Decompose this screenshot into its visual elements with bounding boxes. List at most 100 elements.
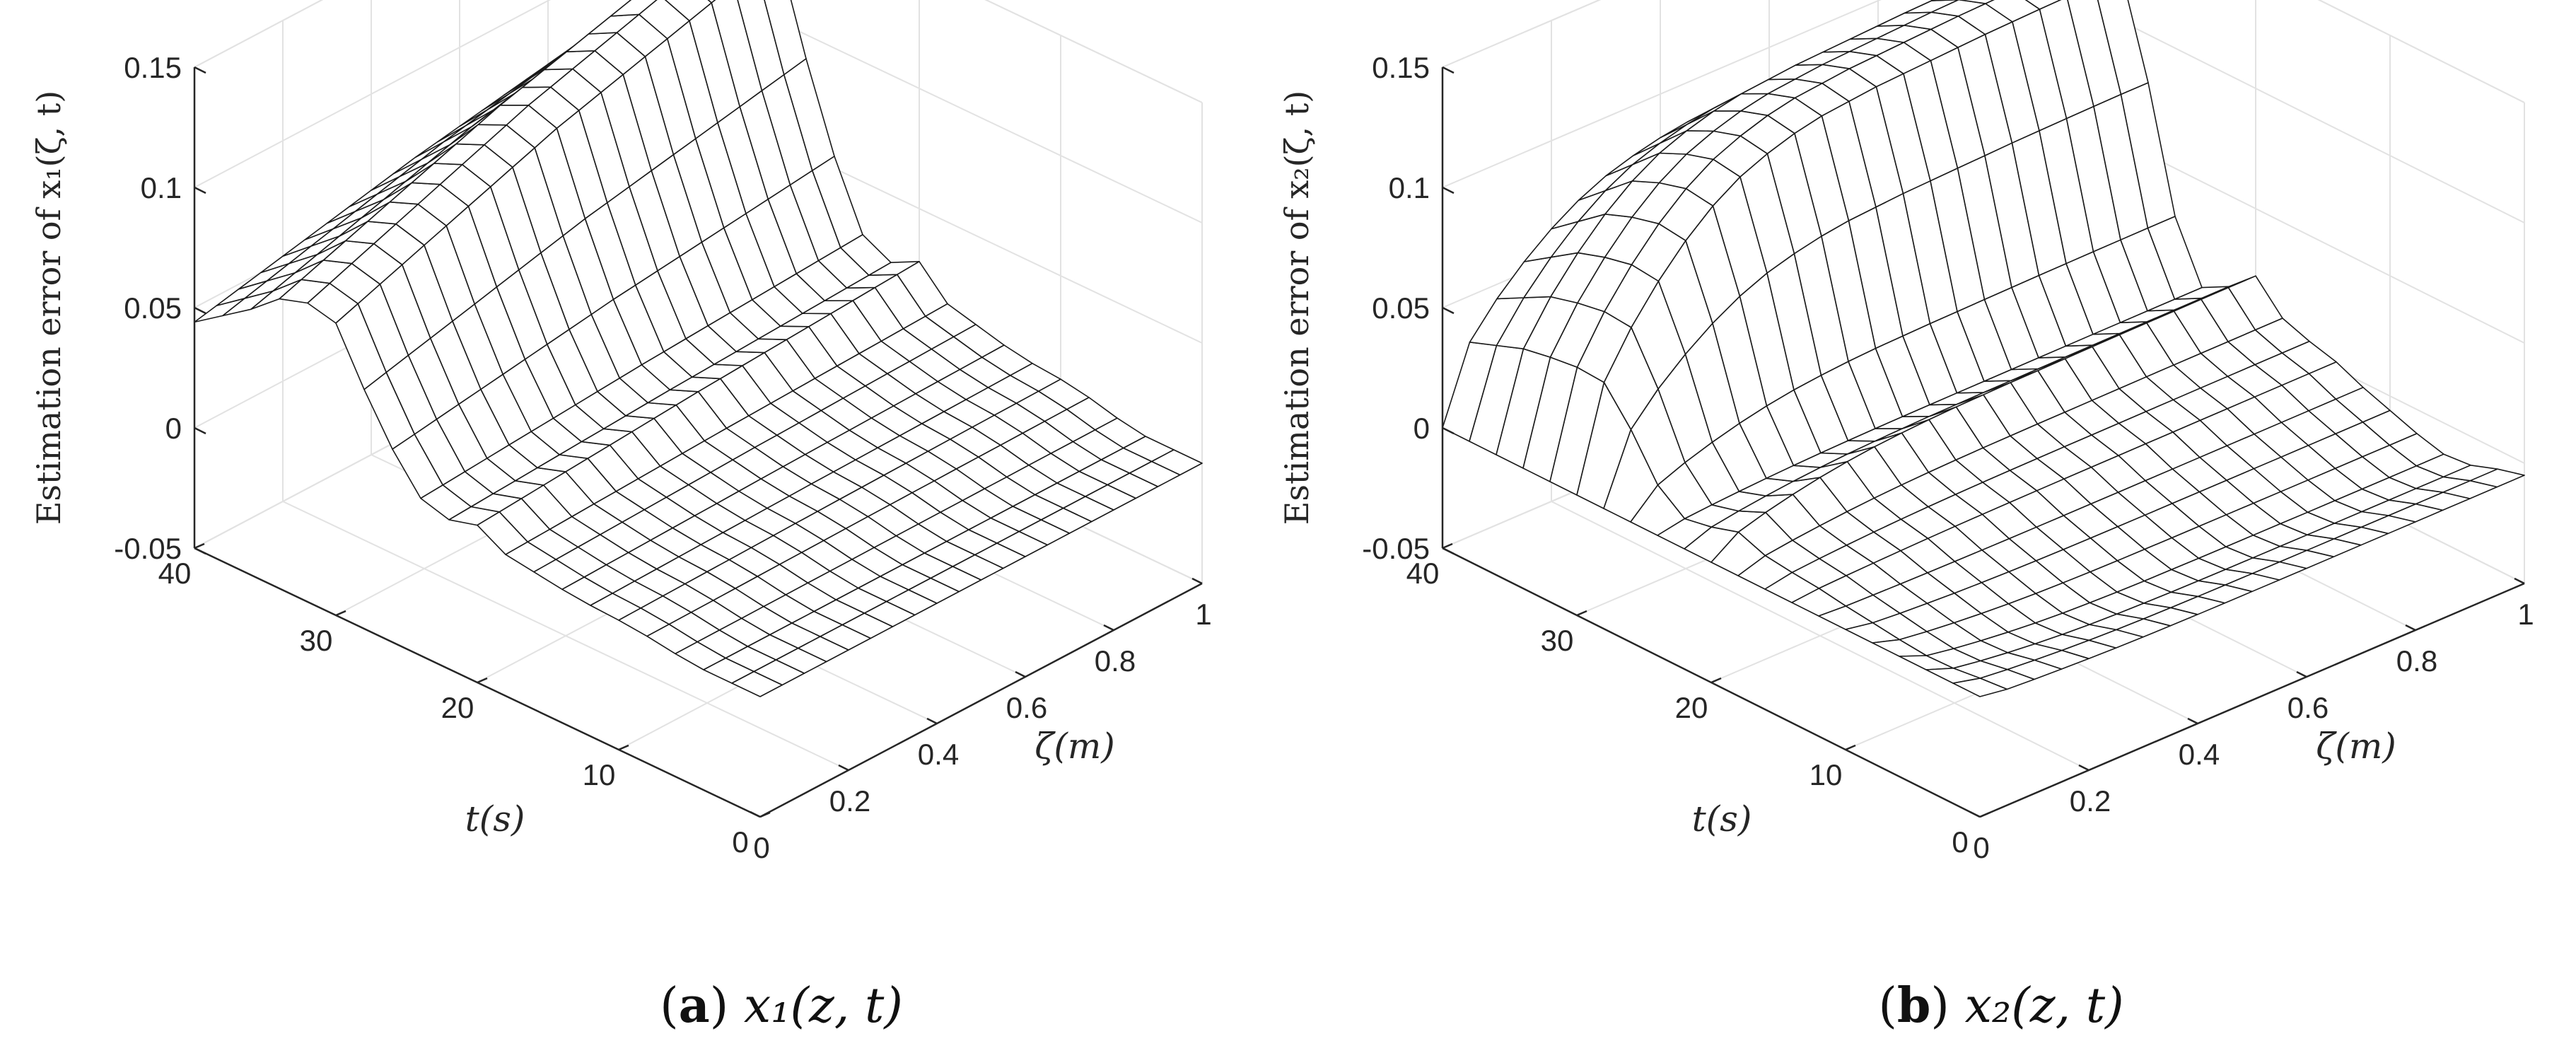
caption-a-tag: a [679, 977, 710, 1034]
y-tick-label: 20 [441, 691, 474, 724]
z-tick-label: 0.1 [1389, 171, 1430, 204]
z-tick-label: -0.05 [114, 532, 182, 565]
surface-plot-b: 00.20.40.60.81010203040-0.0500.050.10.15… [1278, 0, 2534, 864]
y-tick-mark [618, 744, 629, 751]
y-tick-mark [477, 677, 488, 684]
x-axis-label: ζ(m) [2316, 726, 2396, 767]
z-ticks: -0.05 0 0.05 0.1 0.15 [1362, 51, 1455, 565]
gridline [194, 0, 552, 188]
x-tick-mark [2296, 670, 2307, 678]
y-tick-mark [335, 610, 346, 617]
y-tick-mark [1710, 677, 1722, 684]
x-tick-label: 0 [753, 831, 769, 864]
x-tick-mark [2514, 577, 2525, 585]
caption-b-tag: b [1897, 977, 1931, 1034]
y-axis-label: t(s) [1692, 798, 1752, 839]
x-tick-label: 0.4 [2179, 738, 2220, 771]
x-tick-label: 0 [1973, 831, 1989, 864]
x-axis-line [759, 582, 1203, 818]
y-axis-label: t(s) [465, 798, 525, 839]
y-tick-label: 0 [1952, 825, 1968, 859]
y-tick-label: 10 [583, 758, 616, 791]
x-tick-label: 0.6 [2287, 691, 2329, 724]
y-tick-mark [1442, 542, 1453, 550]
z-tick-mark [1442, 547, 1455, 555]
box-edge [1442, 0, 1602, 68]
z-tick-label: 0.15 [124, 51, 182, 84]
z-tick-mark [194, 66, 206, 74]
y-ticks: 0 10 20 30 40 [158, 542, 771, 859]
x-tick-label: 1 [2517, 598, 2534, 631]
x-ticks: 0 0.2 0.4 0.6 0.8 1 [750, 577, 1212, 864]
z-tick-label: 0.1 [141, 171, 182, 204]
x-axis-label: ζ(m) [1035, 726, 1115, 767]
z-axis-label: Estimation error of x₂(ζ, t) [1278, 91, 1316, 525]
caption-a-math: x₁(z, t) [744, 978, 903, 1034]
surface-plot-a: 00.20.40.60.81010203040-0.0500.050.10.15… [30, 0, 1212, 864]
surface-patch [2469, 468, 2525, 488]
y-tick-mark [1845, 744, 1856, 751]
z-tick-mark [194, 306, 206, 315]
surface-mesh [194, 0, 1203, 697]
y-ticks: 0 10 20 30 40 [1406, 542, 1991, 859]
x-tick-label: 0.2 [829, 784, 870, 818]
x-tick-mark [838, 764, 849, 772]
x-tick-label: 1 [1195, 598, 1211, 631]
z-tick-label: 0.15 [1372, 51, 1430, 84]
caption-b-math: x₂(z, t) [1965, 978, 2124, 1034]
y-tick-mark [1979, 811, 1991, 818]
box-edge [984, 0, 1203, 103]
x-tick-mark [1015, 670, 1026, 678]
z-tick-mark [1442, 66, 1455, 74]
box-edge [194, 0, 324, 68]
surface-mesh [1442, 0, 2525, 697]
x-tick-mark [2187, 717, 2198, 725]
x-tick-mark [750, 810, 761, 818]
z-tick-mark [194, 547, 206, 555]
y-tick-mark [1576, 610, 1587, 617]
z-ticks: -0.05 0 0.05 0.1 0.15 [114, 51, 206, 565]
x-tick-mark [2078, 764, 2090, 772]
caption-a: (a) x₁(z, t) [660, 977, 903, 1034]
z-tick-label: 0 [165, 412, 182, 445]
z-tick-label: -0.05 [1362, 532, 1430, 565]
caption-b: (b) x₂(z, t) [1878, 977, 2123, 1034]
y-tick-label: 30 [300, 624, 333, 657]
x-tick-label: 0.8 [1095, 644, 1136, 678]
z-tick-mark [194, 186, 206, 194]
surface-patch [1958, 0, 1995, 4]
y-tick-label: 30 [1541, 624, 1574, 657]
z-tick-mark [194, 426, 206, 435]
y-tick-mark [194, 542, 205, 550]
x-tick-mark [926, 717, 938, 725]
x-axis-line [1979, 582, 2525, 818]
z-tick-mark [1442, 306, 1455, 315]
gridline [2077, 0, 2525, 223]
x-tick-mark [1969, 810, 1981, 818]
y-tick-label: 0 [732, 825, 748, 859]
box-edge [2317, 0, 2525, 103]
y-tick-label: 40 [158, 557, 192, 590]
z-tick-label: 0.05 [1372, 291, 1430, 325]
z-axis-label: Estimation error of x₁(ζ, t) [30, 91, 68, 525]
y-tick-label: 20 [1675, 691, 1708, 724]
y-tick-mark [759, 811, 771, 818]
x-tick-mark [1103, 624, 1114, 632]
z-tick-label: 0.05 [124, 291, 182, 325]
z-tick-mark [1442, 186, 1455, 194]
z-tick-mark [1442, 426, 1455, 435]
surface-patch [1931, 0, 1960, 1]
x-tick-mark [2405, 624, 2416, 632]
y-tick-label: 40 [1406, 557, 1440, 590]
z-tick-label: 0 [1414, 412, 1430, 445]
gridline [731, 0, 1203, 223]
y-tick-label: 10 [1809, 758, 1843, 791]
x-tick-label: 0.4 [918, 738, 959, 771]
x-tick-label: 0.8 [2396, 644, 2437, 678]
x-ticks: 0 0.2 0.4 0.6 0.8 1 [1969, 577, 2534, 864]
x-tick-mark [1191, 577, 1203, 585]
x-tick-label: 0.2 [2070, 784, 2111, 818]
surface-patch [1151, 449, 1203, 476]
gridline [1442, 0, 1882, 188]
